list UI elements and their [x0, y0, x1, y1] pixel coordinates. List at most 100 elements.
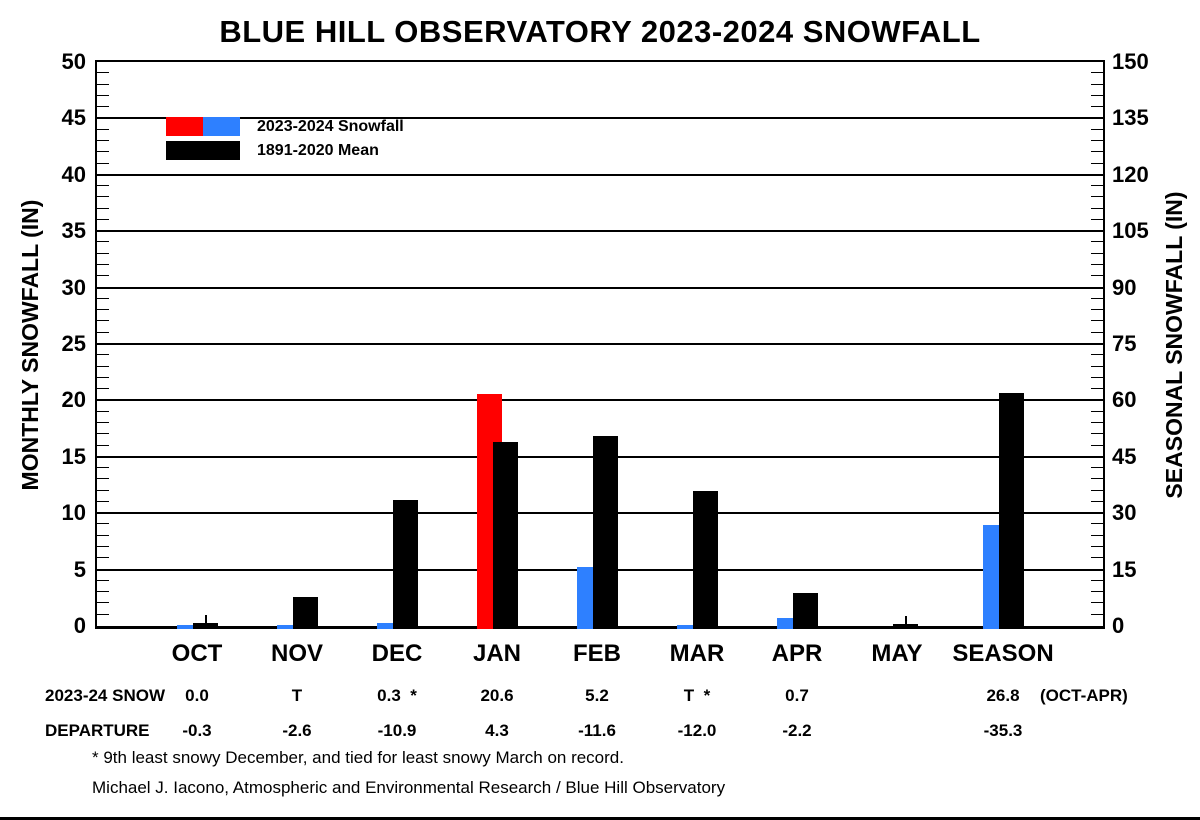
- footnote: * 9th least snowy December, and tied for…: [92, 748, 624, 767]
- right-axis-title: SEASONAL SNOWFALL (IN): [1161, 191, 1187, 499]
- minor-tick-left: [97, 151, 109, 153]
- minor-tick-left: [97, 433, 109, 435]
- left-tick-label: 5: [73, 556, 86, 582]
- bar-mean-nov: [293, 597, 318, 629]
- minor-tick-left: [97, 534, 109, 536]
- right-tick-label: 135: [1112, 105, 1149, 131]
- minor-tick-right: [1091, 185, 1103, 187]
- bar-mean-spike-oct: [205, 615, 207, 623]
- table-suffix: (OCT-APR): [1040, 686, 1128, 705]
- left-tick-label: 45: [61, 105, 86, 131]
- bar-mean-apr: [793, 593, 818, 629]
- minor-tick-left: [97, 139, 109, 141]
- right-tick-label: 60: [1112, 387, 1137, 413]
- chart-title: BLUE HILL OBSERVATORY 2023-2024 SNOWFALL: [219, 14, 981, 49]
- left-tick-label: 15: [61, 443, 86, 469]
- gridline: [97, 173, 1103, 176]
- month-label-jan: JAN: [472, 640, 521, 667]
- month-label-oct: OCT: [171, 640, 223, 667]
- minor-tick-right: [1091, 388, 1103, 390]
- month-label-may: MAY: [871, 640, 923, 667]
- minor-tick-left: [97, 478, 109, 480]
- minor-tick-left: [97, 252, 109, 254]
- minor-tick-right: [1091, 264, 1103, 266]
- bar-snowfall-apr: [777, 618, 802, 629]
- minor-tick-left: [97, 331, 109, 333]
- gridline: [97, 230, 1103, 233]
- bar-mean-may: [893, 624, 918, 629]
- minor-tick-right: [1091, 72, 1103, 74]
- right-tick-label: 150: [1112, 49, 1149, 74]
- table-cell-jan: 20.6: [480, 686, 514, 705]
- minor-tick-left: [97, 523, 109, 525]
- minor-tick-left: [97, 264, 109, 266]
- gridline: [97, 117, 1103, 120]
- minor-tick-right: [1091, 410, 1103, 412]
- table-cell-apr: -2.2: [782, 721, 812, 740]
- table-row-label: DEPARTURE: [45, 721, 150, 740]
- minor-tick-left: [97, 207, 109, 209]
- minor-tick-left: [97, 579, 109, 581]
- minor-tick-right: [1091, 83, 1103, 85]
- month-label-nov: NOV: [270, 640, 323, 667]
- left-tick-label: 50: [61, 49, 86, 74]
- minor-tick-right: [1091, 467, 1103, 469]
- minor-tick-left: [97, 94, 109, 96]
- minor-tick-right: [1091, 523, 1103, 525]
- right-tick-label: 45: [1112, 443, 1137, 469]
- minor-tick-left: [97, 421, 109, 423]
- bottom-border: [0, 817, 1200, 820]
- minor-tick-left: [97, 241, 109, 243]
- minor-tick-right: [1091, 275, 1103, 277]
- plot-area: [95, 60, 1105, 629]
- bar-mean-oct: [193, 623, 218, 629]
- minor-tick-right: [1091, 500, 1103, 502]
- minor-tick-left: [97, 72, 109, 74]
- credit-line: Michael J. Iacono, Atmospheric and Envir…: [92, 778, 726, 797]
- minor-tick-left: [97, 218, 109, 220]
- bar-mean-mar: [693, 491, 718, 629]
- minor-tick-right: [1091, 546, 1103, 548]
- legend-swatch-red: [166, 117, 203, 136]
- minor-tick-left: [97, 376, 109, 378]
- minor-tick-right: [1091, 534, 1103, 536]
- minor-tick-right: [1091, 106, 1103, 108]
- minor-tick-right: [1091, 591, 1103, 593]
- minor-tick-right: [1091, 320, 1103, 322]
- gridline: [97, 343, 1103, 345]
- bar-snowfall-mar: [677, 625, 702, 629]
- minor-tick-right: [1091, 421, 1103, 423]
- left-tick-label: 10: [61, 500, 86, 526]
- minor-tick-left: [97, 500, 109, 502]
- gridline: [97, 286, 1103, 289]
- table-cell-dec: 0.3 *: [377, 686, 417, 705]
- minor-tick-right: [1091, 376, 1103, 378]
- minor-tick-left: [97, 185, 109, 187]
- minor-tick-left: [97, 602, 109, 604]
- legend-swatch-snowfall: [166, 117, 240, 136]
- minor-tick-left: [97, 128, 109, 130]
- minor-tick-left: [97, 557, 109, 559]
- left-tick-label: 30: [61, 274, 86, 300]
- legend-swatch-mean: [166, 141, 240, 160]
- minor-tick-right: [1091, 444, 1103, 446]
- bar-mean-feb: [593, 436, 618, 629]
- bar-snowfall-dec: [377, 623, 402, 629]
- minor-tick-right: [1091, 241, 1103, 243]
- minor-tick-right: [1091, 478, 1103, 480]
- table-cell-season: -35.3: [983, 721, 1023, 740]
- month-label-feb: FEB: [573, 640, 621, 667]
- minor-tick-right: [1091, 162, 1103, 164]
- minor-tick-right: [1091, 557, 1103, 559]
- legend-label-mean: 1891-2020 Mean: [257, 142, 379, 159]
- bar-snowfall-oct: [177, 625, 202, 629]
- minor-tick-left: [97, 591, 109, 593]
- minor-tick-left: [97, 467, 109, 469]
- bar-mean-spike-may: [905, 616, 907, 624]
- table-cell-nov: T: [291, 686, 303, 705]
- minor-tick-left: [97, 320, 109, 322]
- minor-tick-left: [97, 444, 109, 446]
- right-tick-label: 0: [1112, 613, 1125, 638]
- minor-tick-right: [1091, 602, 1103, 604]
